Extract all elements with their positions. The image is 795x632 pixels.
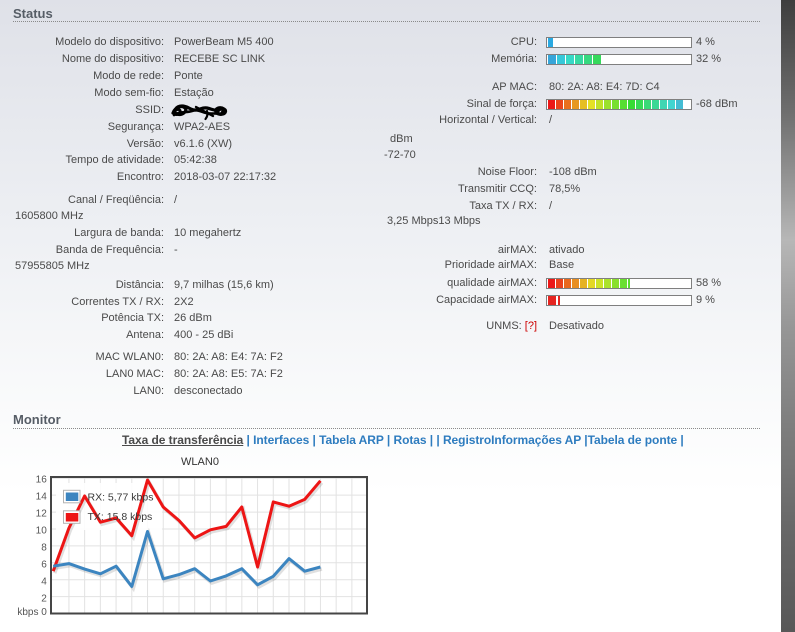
- svg-text:2: 2: [41, 594, 47, 605]
- svg-text:RX: 5,77 kbps: RX: 5,77 kbps: [88, 492, 154, 504]
- svg-text:10: 10: [36, 526, 48, 537]
- svg-text:16: 16: [36, 475, 48, 486]
- svg-text:4: 4: [41, 577, 47, 588]
- svg-text:kbps 0: kbps 0: [17, 607, 47, 618]
- svg-text:6: 6: [41, 560, 47, 571]
- svg-text:14: 14: [36, 492, 48, 503]
- svg-text:8: 8: [41, 543, 47, 554]
- svg-text:WLAN0: WLAN0: [181, 456, 219, 468]
- svg-text:TX: 15,8 kbps: TX: 15,8 kbps: [88, 511, 153, 523]
- svg-text:12: 12: [36, 509, 48, 520]
